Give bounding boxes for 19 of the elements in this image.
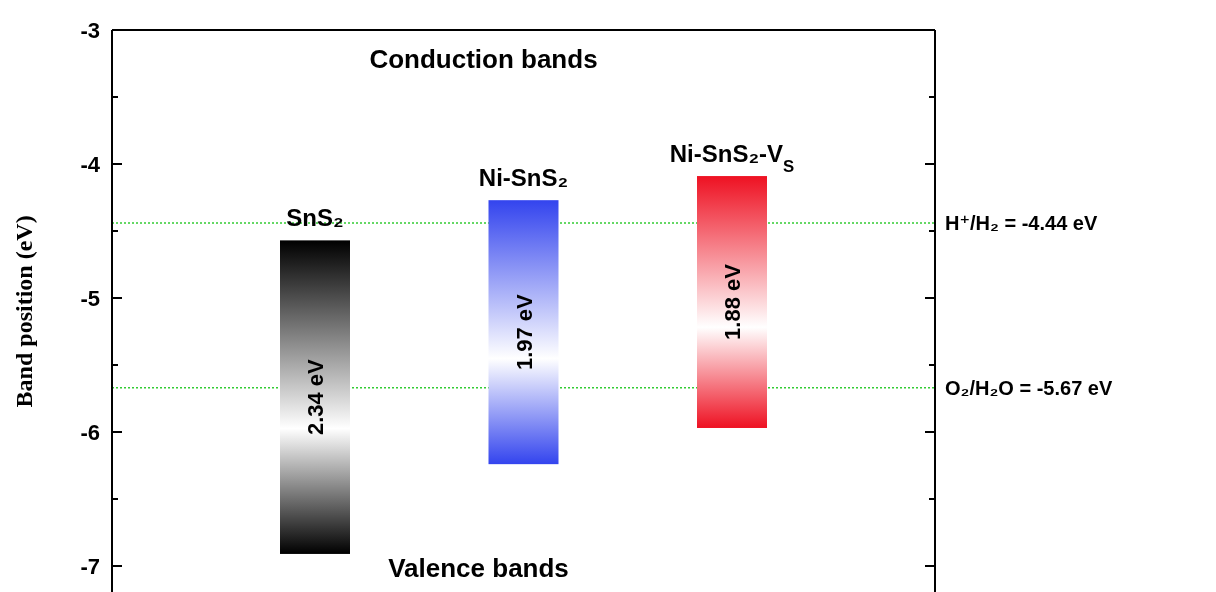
x-tick-label: Ni-SnS₂ — [478, 164, 569, 192]
x-tick-label: Ni-SnS₂-V$_{S}$ — [669, 140, 795, 176]
y-axis-title: Band position (eV) — [11, 215, 37, 408]
annotation: Valence bands — [388, 553, 569, 583]
y-tick-label: -5 — [80, 286, 100, 311]
y-tick-label: -7 — [80, 554, 100, 579]
data-label: 1.88 eV — [720, 263, 745, 340]
bar — [280, 240, 350, 554]
data-label: 2.34 eV — [303, 358, 328, 436]
y-tick-label: -6 — [80, 420, 100, 445]
ref-line-label: H⁺/H₂ = -4.44 eV — [945, 211, 1098, 234]
bar — [488, 200, 559, 465]
bar — [697, 176, 767, 428]
ref-line-label: O₂/H₂O = -5.67 eV — [945, 376, 1113, 399]
y-tick-label: -3 — [80, 18, 100, 43]
data-label: 1.97 eV — [511, 293, 537, 371]
x-tick-label: SnS₂ — [286, 204, 344, 232]
y-tick-label: -4 — [80, 152, 101, 177]
annotation: Conduction bands — [369, 44, 598, 74]
